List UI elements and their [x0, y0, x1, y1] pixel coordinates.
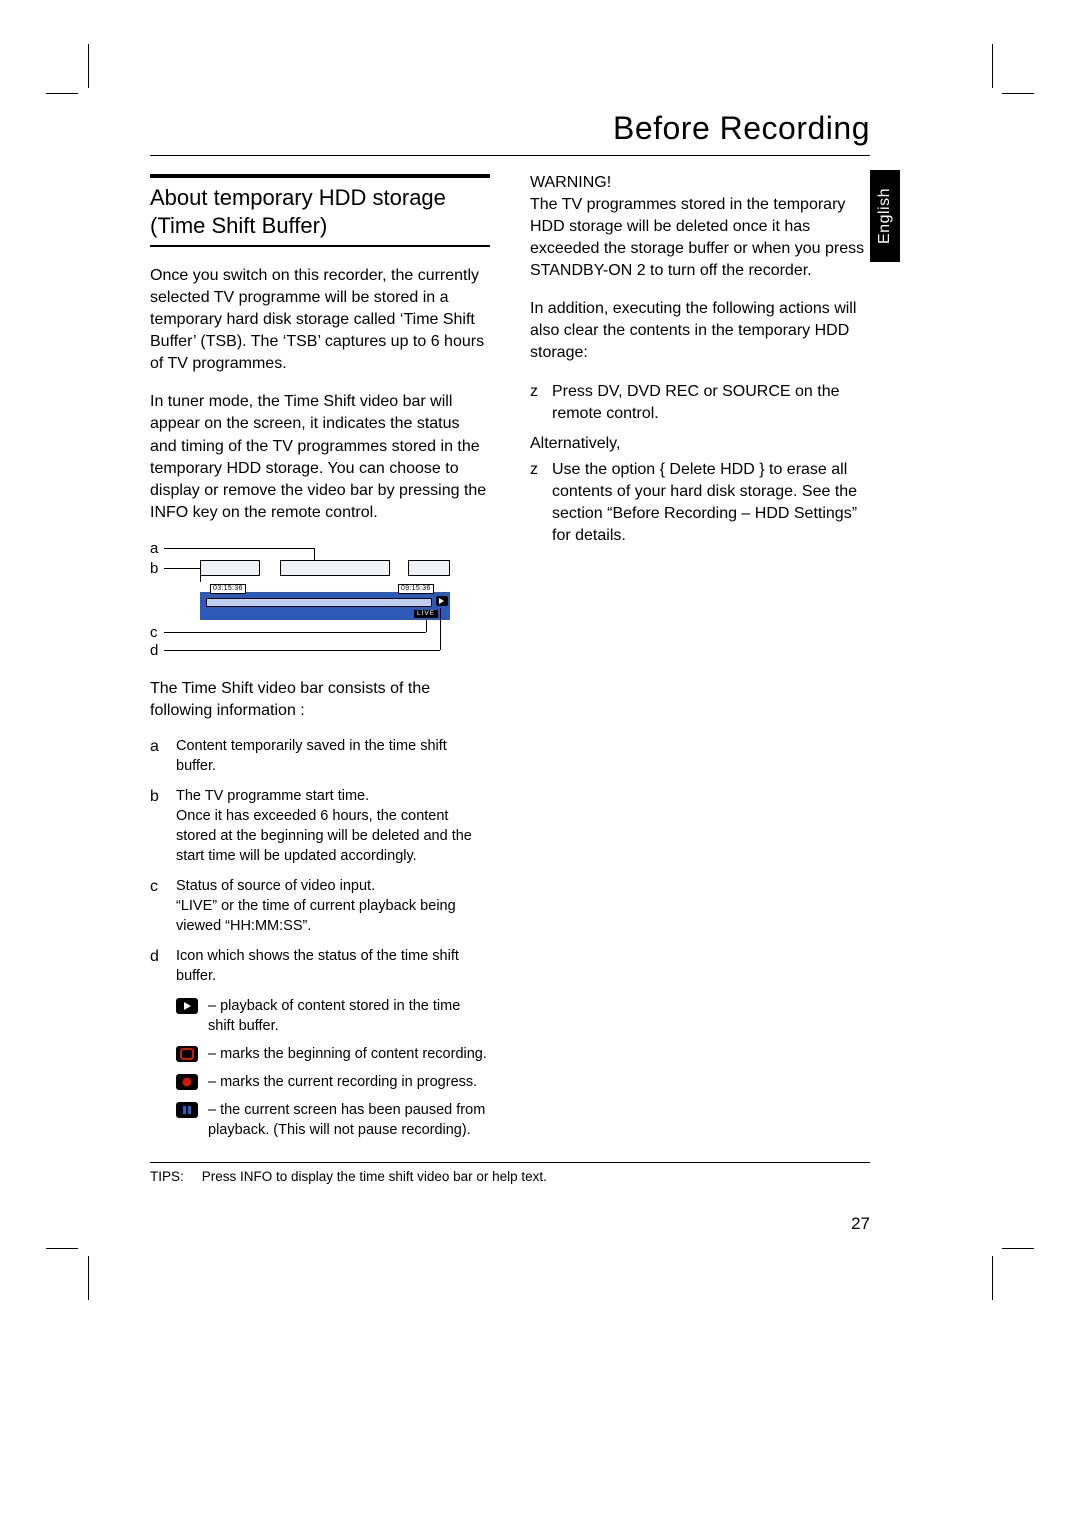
- diagram-play-icon: [436, 596, 448, 606]
- diagram-label-b: b: [150, 560, 158, 577]
- crop-mark: [992, 1256, 993, 1300]
- diagram-line: [164, 548, 314, 549]
- crop-mark: [46, 1248, 78, 1249]
- tips-text: Press INFO to display the time shift vid…: [202, 1169, 547, 1184]
- icon-text: – marks the current recording in progres…: [208, 1072, 490, 1092]
- bullet-row: z Use the option { Delete HDD } to erase…: [530, 459, 870, 547]
- rule-thick: [150, 174, 490, 178]
- diagram-end-time: 09:15:36: [398, 584, 434, 594]
- diagram-line: [440, 608, 441, 650]
- diagram-line: [426, 620, 427, 632]
- definition-text: The TV programme start time. Once it has…: [176, 786, 490, 866]
- diagram-box: [200, 560, 260, 576]
- diagram-line: [314, 548, 315, 560]
- warning-heading: WARNING!: [530, 174, 870, 192]
- language-label: English: [876, 188, 894, 244]
- definition-letter: d: [150, 946, 166, 986]
- paragraph: In addition, executing the following act…: [530, 298, 870, 364]
- icon-row: – marks the current recording in progres…: [176, 1072, 490, 1092]
- section-heading: About temporary HDD storage (Time Shift …: [150, 184, 490, 247]
- diagram-line: [164, 632, 426, 633]
- crop-mark: [992, 44, 993, 88]
- paragraph: In tuner mode, the Time Shift video bar …: [150, 391, 490, 523]
- definition-row: c Status of source of video input. “LIVE…: [150, 876, 490, 936]
- page-number: 27: [851, 1214, 870, 1234]
- crop-mark: [88, 44, 89, 88]
- bullet-text: Press DV, DVD REC or SOURCE on the remot…: [552, 381, 870, 425]
- definition-letter: a: [150, 736, 166, 776]
- definition-letter: b: [150, 786, 166, 866]
- definition-row: a Content temporarily saved in the time …: [150, 736, 490, 776]
- definition-list: a Content temporarily saved in the time …: [150, 736, 490, 986]
- section-heading-wrap: About temporary HDD storage (Time Shift …: [150, 174, 490, 247]
- diagram-label-c: c: [150, 624, 158, 641]
- page-title: Before Recording: [150, 110, 870, 156]
- icon-row: – playback of content stored in the time…: [176, 996, 490, 1036]
- paragraph: The Time Shift video bar consists of the…: [150, 678, 490, 722]
- record-begin-icon: [176, 1046, 198, 1062]
- diagram-box: [408, 560, 450, 576]
- icon-list: – playback of content stored in the time…: [176, 996, 490, 1140]
- content-area: Before Recording About temporary HDD sto…: [150, 110, 870, 1148]
- definition-text: Icon which shows the status of the time …: [176, 946, 490, 986]
- crop-mark: [88, 1256, 89, 1300]
- columns: About temporary HDD storage (Time Shift …: [150, 174, 870, 1148]
- definition-text: Content temporarily saved in the time sh…: [176, 736, 490, 776]
- paragraph: The TV programmes stored in the temporar…: [530, 194, 870, 282]
- definition-letter: c: [150, 876, 166, 936]
- crop-mark: [1002, 93, 1034, 94]
- crop-mark: [1002, 1248, 1034, 1249]
- play-icon: [176, 998, 198, 1014]
- bullet-row: z Press DV, DVD REC or SOURCE on the rem…: [530, 381, 870, 425]
- diagram-line: [200, 568, 201, 582]
- language-tab: English: [870, 170, 900, 262]
- icon-row: – the current screen has been paused fro…: [176, 1100, 490, 1140]
- icon-row: – marks the beginning of content recordi…: [176, 1044, 490, 1064]
- diagram-canvas: a b c d 03:15:36: [150, 540, 450, 660]
- diagram-label-a: a: [150, 540, 158, 557]
- definition-row: b The TV programme start time. Once it h…: [150, 786, 490, 866]
- icon-text: – the current screen has been paused fro…: [208, 1100, 490, 1140]
- bullet-marker: z: [530, 459, 544, 547]
- definition-row: d Icon which shows the status of the tim…: [150, 946, 490, 986]
- paragraph: Once you switch on this recorder, the cu…: [150, 265, 490, 375]
- crop-mark: [46, 93, 78, 94]
- tips-label: TIPS:: [150, 1169, 184, 1184]
- bullet-text: Use the option { Delete HDD } to erase a…: [552, 459, 870, 547]
- left-column: About temporary HDD storage (Time Shift …: [150, 174, 490, 1148]
- diagram-live-label: LIVE: [414, 610, 438, 618]
- right-column: WARNING! The TV programmes stored in the…: [530, 174, 870, 1148]
- pause-icon: [176, 1102, 198, 1118]
- icon-text: – marks the beginning of content recordi…: [208, 1044, 490, 1064]
- definition-text: Status of source of video input. “LIVE” …: [176, 876, 490, 936]
- diagram-box: [280, 560, 390, 576]
- diagram-progress-box: [206, 598, 432, 607]
- bullet-marker: z: [530, 381, 544, 425]
- diagram-label-d: d: [150, 642, 158, 659]
- diagram-start-time: 03:15:36: [210, 584, 246, 594]
- icon-text: – playback of content stored in the time…: [208, 996, 490, 1036]
- alternatively-label: Alternatively,: [530, 433, 870, 455]
- timeshift-diagram: a b c d 03:15:36: [150, 540, 490, 660]
- diagram-line: [164, 650, 440, 651]
- tips-footer: TIPS: Press INFO to display the time shi…: [150, 1162, 870, 1184]
- record-progress-icon: [176, 1074, 198, 1090]
- diagram-line: [164, 568, 200, 569]
